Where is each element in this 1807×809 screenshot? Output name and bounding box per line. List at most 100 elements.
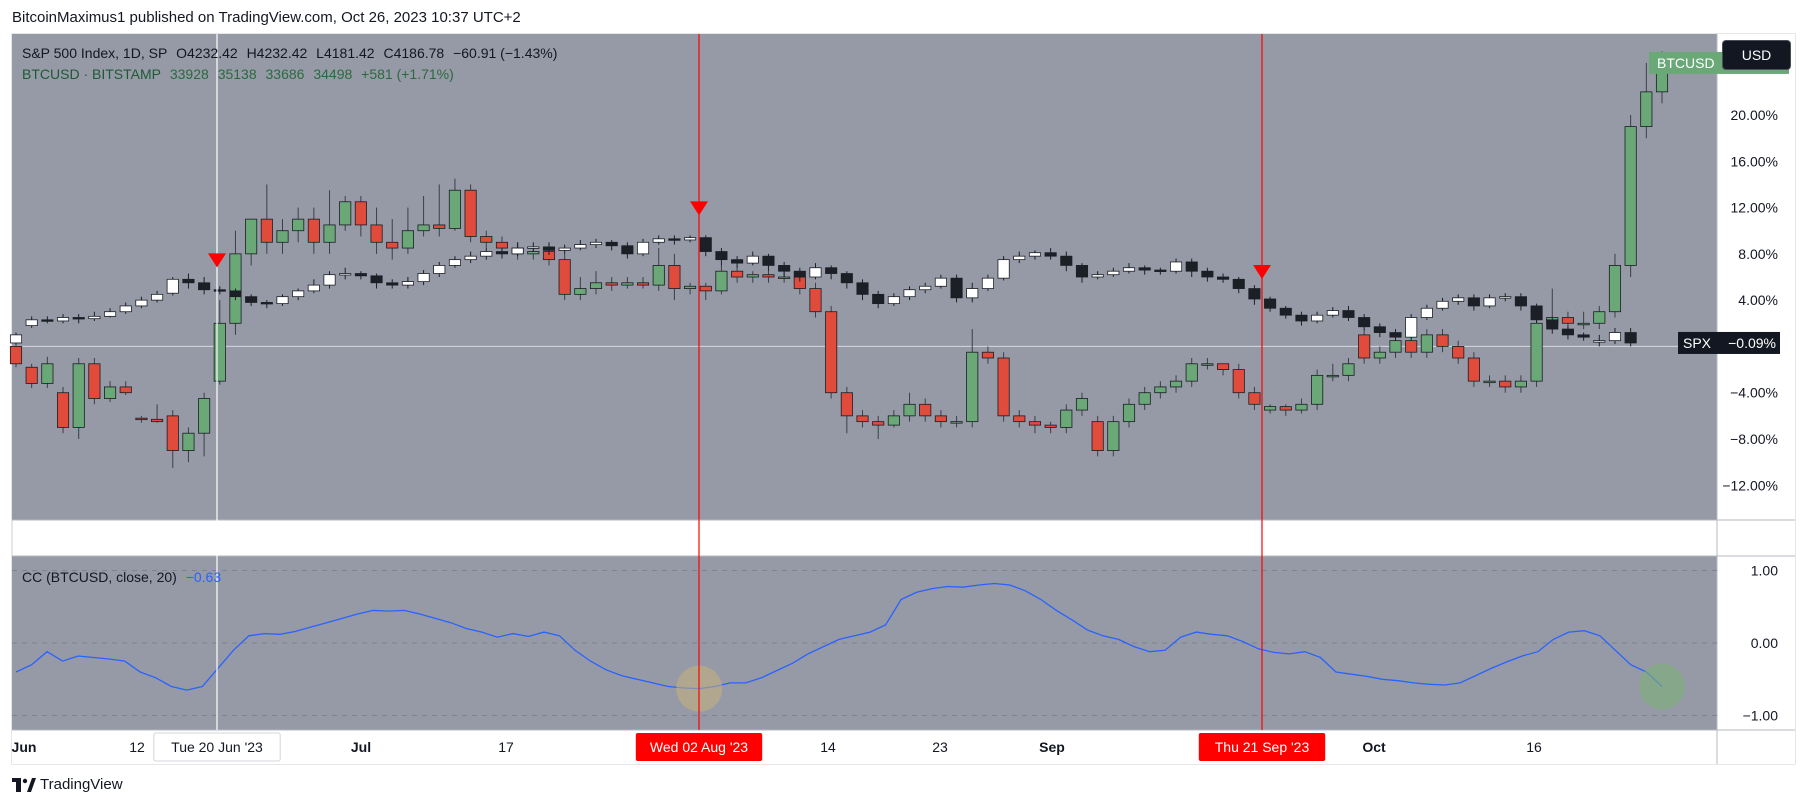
spx-candle[interactable] [182, 273, 195, 289]
btc-candle[interactable] [966, 329, 979, 428]
spx-candle[interactable] [1561, 325, 1574, 340]
btc-candle[interactable] [1467, 352, 1480, 387]
spx-candle[interactable] [151, 290, 164, 303]
spx-candle[interactable] [1483, 294, 1496, 309]
spx-candle[interactable] [542, 242, 556, 256]
spx-candle[interactable] [731, 256, 744, 268]
btc-candle[interactable] [1013, 410, 1026, 428]
btc-candle[interactable] [840, 386, 853, 434]
price-axis-bg[interactable] [1717, 34, 1795, 764]
spx-candle[interactable] [652, 235, 665, 245]
spx-candle[interactable] [887, 293, 900, 306]
btc-candle[interactable] [1279, 404, 1292, 416]
btc-candle[interactable] [88, 358, 101, 405]
btc-candle[interactable] [1138, 386, 1151, 411]
btc-candle[interactable] [386, 219, 399, 260]
btc-candle[interactable] [198, 392, 211, 457]
spx-candle[interactable] [213, 286, 226, 295]
btc-candle[interactable] [1358, 329, 1371, 364]
spx-candle[interactable] [1091, 271, 1104, 280]
btc-candle[interactable] [919, 398, 932, 422]
btc-candle[interactable] [1436, 329, 1449, 353]
btc-candle[interactable] [558, 253, 571, 301]
btc-candle[interactable] [872, 415, 885, 439]
spx-candle[interactable] [480, 248, 493, 260]
btc-candle[interactable] [1028, 415, 1041, 434]
btc-candle[interactable] [1248, 386, 1261, 411]
btc-candle[interactable] [1311, 369, 1324, 411]
spx-candle[interactable] [229, 288, 242, 301]
spx-candle[interactable] [1169, 258, 1183, 274]
main-pane-bg[interactable] [12, 34, 1717, 520]
btc-candle[interactable] [182, 427, 195, 463]
spx-candle[interactable] [339, 267, 352, 280]
spx-candle[interactable] [1185, 258, 1198, 277]
spx-candle[interactable] [1138, 265, 1151, 275]
spx-candle[interactable] [1405, 314, 1418, 340]
btc-candle[interactable] [605, 277, 618, 291]
btc-candle[interactable] [276, 219, 289, 254]
btc-candle[interactable] [464, 184, 477, 243]
spx-candle[interactable] [1436, 297, 1449, 311]
spx-candle[interactable] [401, 277, 414, 289]
spx-candle[interactable] [903, 286, 916, 301]
spx-candle[interactable] [699, 235, 712, 257]
btc-candle[interactable] [104, 381, 117, 402]
btc-candle[interactable] [1264, 404, 1277, 414]
btc-candle[interactable] [1499, 375, 1512, 393]
spx-candle[interactable] [637, 238, 650, 257]
spx-candle[interactable] [715, 248, 728, 266]
spx-candle[interactable] [809, 263, 822, 280]
spx-candle[interactable] [1013, 251, 1026, 264]
btc-candle[interactable] [1154, 381, 1167, 399]
spx-candle[interactable] [1358, 314, 1371, 331]
btc-candle[interactable] [1091, 415, 1104, 457]
btc-candle[interactable] [9, 340, 23, 368]
spx-candle[interactable] [135, 296, 148, 309]
spx-candle[interactable] [1514, 293, 1527, 311]
btc-candle[interactable] [25, 363, 38, 389]
spx-candle[interactable] [778, 261, 791, 277]
time-axis-bg[interactable] [12, 730, 1717, 764]
spx-candle[interactable] [1608, 327, 1622, 345]
btc-candle[interactable] [1373, 346, 1386, 364]
spx-candle[interactable] [56, 314, 70, 324]
btc-candle[interactable] [1326, 363, 1339, 382]
spx-candle[interactable] [1075, 263, 1089, 283]
spx-candle[interactable] [198, 277, 211, 295]
btc-candle[interactable] [1530, 317, 1543, 387]
spx-candle[interactable] [1530, 303, 1543, 324]
spx-candle[interactable] [762, 253, 775, 272]
spx-candle[interactable] [464, 251, 477, 264]
spx-candle[interactable] [1248, 285, 1261, 305]
btc-candle[interactable] [119, 381, 132, 396]
btc-candle[interactable] [746, 271, 759, 283]
btc-candle[interactable] [307, 207, 320, 254]
cc-series-line[interactable] [15, 582, 1663, 691]
btc-candle[interactable] [1107, 415, 1120, 457]
spx-candle[interactable] [1264, 296, 1277, 312]
footer-brand[interactable]: TradingView [12, 776, 123, 793]
spx-candle[interactable] [1279, 305, 1292, 319]
btc-candle[interactable] [1514, 375, 1527, 393]
btc-candle[interactable] [981, 346, 994, 364]
btc-candle[interactable] [1169, 375, 1183, 393]
btc-candle[interactable] [151, 404, 164, 423]
btc-candle[interactable] [809, 282, 822, 318]
btc-candle[interactable] [1624, 115, 1637, 277]
spx-candle[interactable] [104, 308, 117, 318]
spx-candle[interactable] [323, 271, 336, 289]
btc-candle[interactable] [480, 230, 493, 249]
spx-candle[interactable] [966, 282, 979, 303]
spx-candle[interactable] [574, 239, 587, 251]
spx-candle[interactable] [1577, 332, 1590, 341]
btc-candle[interactable] [72, 358, 85, 439]
spx-candle[interactable] [276, 294, 289, 306]
spx-candle[interactable] [1311, 311, 1324, 324]
spx-candle[interactable] [1028, 250, 1041, 260]
spx-candle[interactable] [1546, 317, 1559, 334]
btc-candle[interactable] [652, 248, 665, 291]
spx-candle[interactable] [589, 238, 603, 249]
spx-candle[interactable] [1044, 248, 1057, 260]
spx-candle[interactable] [88, 311, 101, 321]
